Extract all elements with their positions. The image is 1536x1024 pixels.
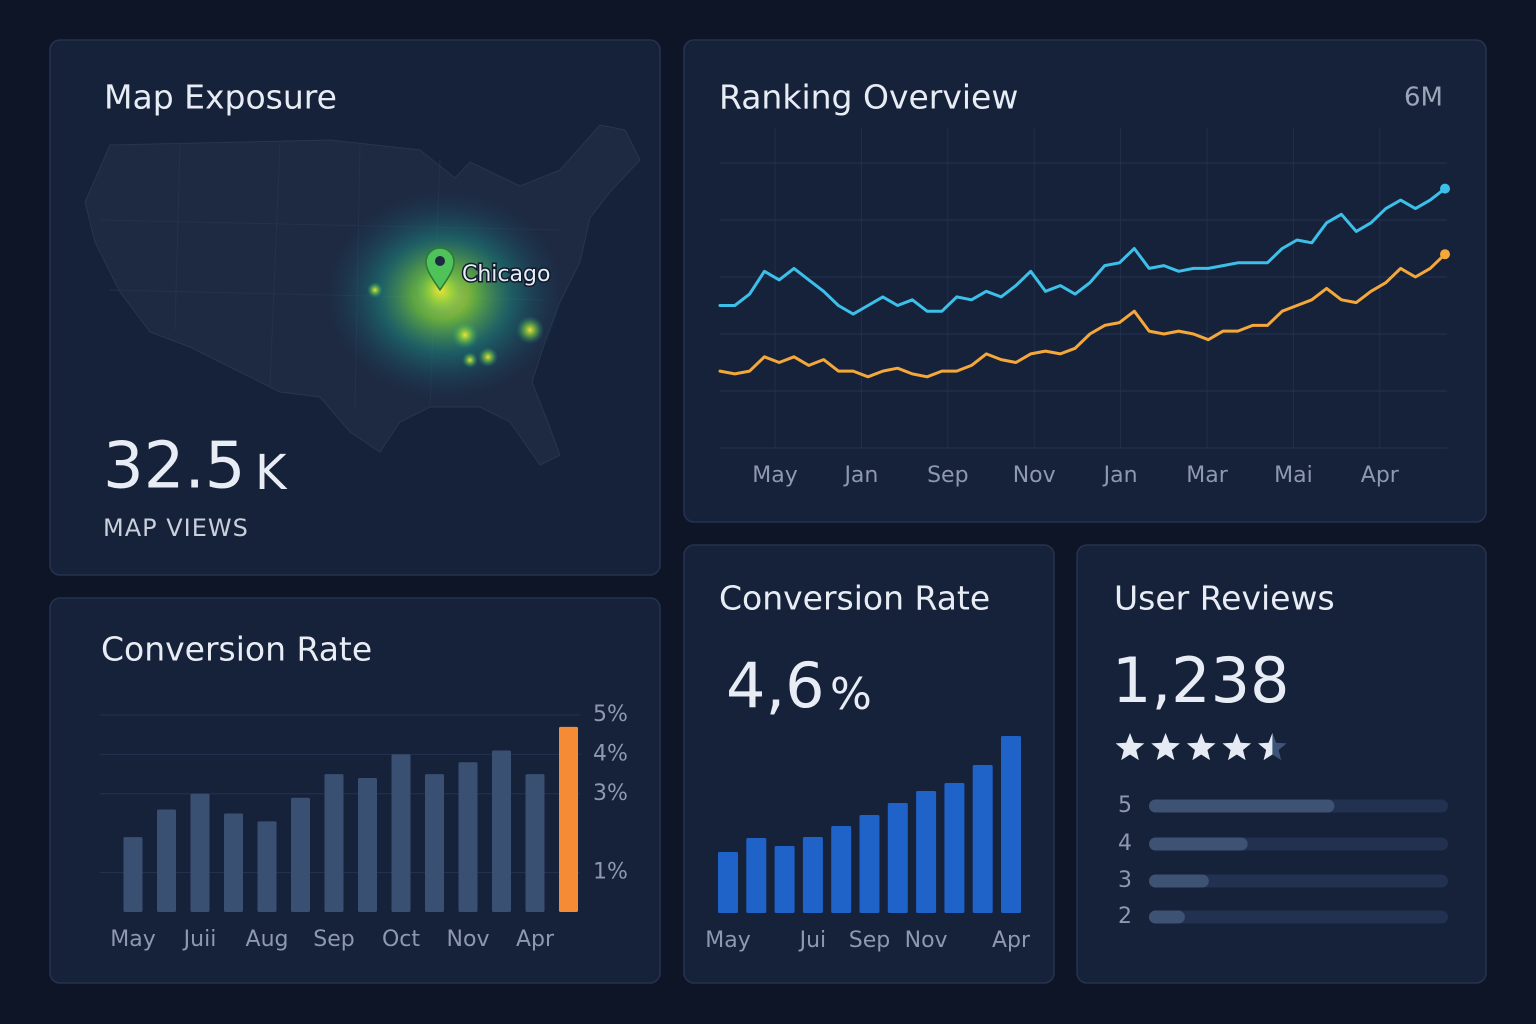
- y-tick-label: 1%: [593, 860, 628, 885]
- metric-caption: MAP VIEWS: [103, 514, 249, 542]
- row-label: 4: [1118, 831, 1132, 856]
- bar: [802, 837, 823, 913]
- panel-title: Conversion Rate: [719, 579, 990, 618]
- bar: [1001, 736, 1021, 913]
- rating-star: [1222, 733, 1252, 761]
- metric-unit: %: [830, 669, 872, 720]
- row-label: 5: [1118, 793, 1132, 818]
- y-tick-label: 3%: [593, 781, 628, 806]
- bar: [887, 803, 908, 913]
- x-tick-label: Jui: [798, 928, 827, 953]
- ranking-panel: [683, 39, 1487, 523]
- x-tick-label: Jan: [842, 463, 878, 488]
- y-tick-label: 5%: [593, 702, 628, 727]
- bar: [358, 778, 377, 912]
- range-selector[interactable]: 6M: [1404, 83, 1443, 113]
- y-tick-label: 4%: [593, 741, 628, 766]
- bar: [1149, 799, 1335, 813]
- x-tick-label: Sep: [313, 927, 354, 952]
- bar: [1149, 910, 1185, 924]
- heat-spot: [478, 347, 498, 367]
- bar: [224, 813, 243, 912]
- line-series: [718, 252, 1447, 379]
- line-series: [718, 187, 1447, 316]
- x-tick-label: Mai: [1274, 463, 1313, 488]
- bar: [190, 793, 210, 912]
- bar: [972, 765, 993, 913]
- rating-star: [1151, 733, 1180, 761]
- panel-title: User Reviews: [1114, 579, 1335, 618]
- metric-value: 1,238: [1112, 644, 1290, 717]
- x-tick-label: Juii: [182, 927, 217, 952]
- metric-unit: K: [255, 445, 288, 501]
- x-tick-label: Nov: [447, 927, 490, 952]
- bar: [1149, 837, 1248, 851]
- row-label: 2: [1118, 904, 1132, 929]
- bar: [157, 809, 176, 912]
- x-tick-label: Aug: [246, 927, 289, 952]
- rating-star: [1186, 733, 1216, 761]
- map-pin-dot: [435, 256, 445, 266]
- bar: [859, 815, 880, 913]
- bar: [291, 797, 310, 912]
- heat-spot: [367, 282, 383, 298]
- x-tick-label: Apr: [516, 927, 555, 952]
- x-tick-label: Oct: [382, 927, 420, 952]
- bar: [257, 821, 277, 912]
- heat-spot: [451, 321, 479, 349]
- rating-star: [1115, 733, 1145, 761]
- x-tick-label: Sep: [927, 463, 968, 488]
- bar: [1149, 874, 1209, 888]
- x-tick-label: Jan: [1102, 463, 1138, 488]
- row-label: 3: [1118, 868, 1132, 893]
- x-tick-label: Mar: [1186, 463, 1228, 488]
- x-tick-label: Sep: [849, 928, 890, 953]
- bar: [492, 750, 511, 912]
- map-pin: [425, 247, 455, 292]
- metric-value: 4,6: [726, 649, 825, 722]
- line-end-dot: [1440, 249, 1450, 260]
- x-tick-label: Nov: [1013, 463, 1056, 488]
- panel-title: Conversion Rate: [101, 630, 372, 669]
- panel-title: Ranking Overview: [719, 78, 1018, 117]
- x-tick-label: May: [705, 928, 750, 953]
- heat-spot: [462, 352, 478, 368]
- x-tick-label: Apr: [992, 928, 1031, 953]
- bar: [525, 774, 545, 912]
- x-tick-label: Nov: [905, 928, 948, 953]
- bar: [831, 826, 852, 913]
- panel-title: Map Exposure: [104, 78, 337, 117]
- bar: [746, 838, 767, 913]
- bar: [123, 837, 143, 912]
- rating-star: [1258, 733, 1273, 761]
- bar: [559, 726, 578, 912]
- line-end-dot: [1440, 183, 1450, 194]
- x-tick-label: May: [752, 463, 797, 488]
- bar-track: [1149, 874, 1448, 888]
- bar: [774, 846, 795, 913]
- bar: [458, 762, 478, 912]
- bar-track: [1149, 910, 1448, 924]
- bar: [718, 852, 738, 913]
- bar: [324, 774, 344, 912]
- heat-spot: [516, 316, 544, 344]
- pin-label: Chicago: [462, 262, 550, 287]
- x-tick-label: Apr: [1361, 463, 1400, 488]
- x-tick-label: May: [110, 927, 155, 952]
- metric-value: 32.5: [103, 430, 246, 504]
- reviews-panel: [1076, 544, 1487, 984]
- bar: [916, 791, 937, 913]
- bar: [391, 754, 411, 912]
- bar: [425, 774, 444, 912]
- bar: [944, 783, 965, 913]
